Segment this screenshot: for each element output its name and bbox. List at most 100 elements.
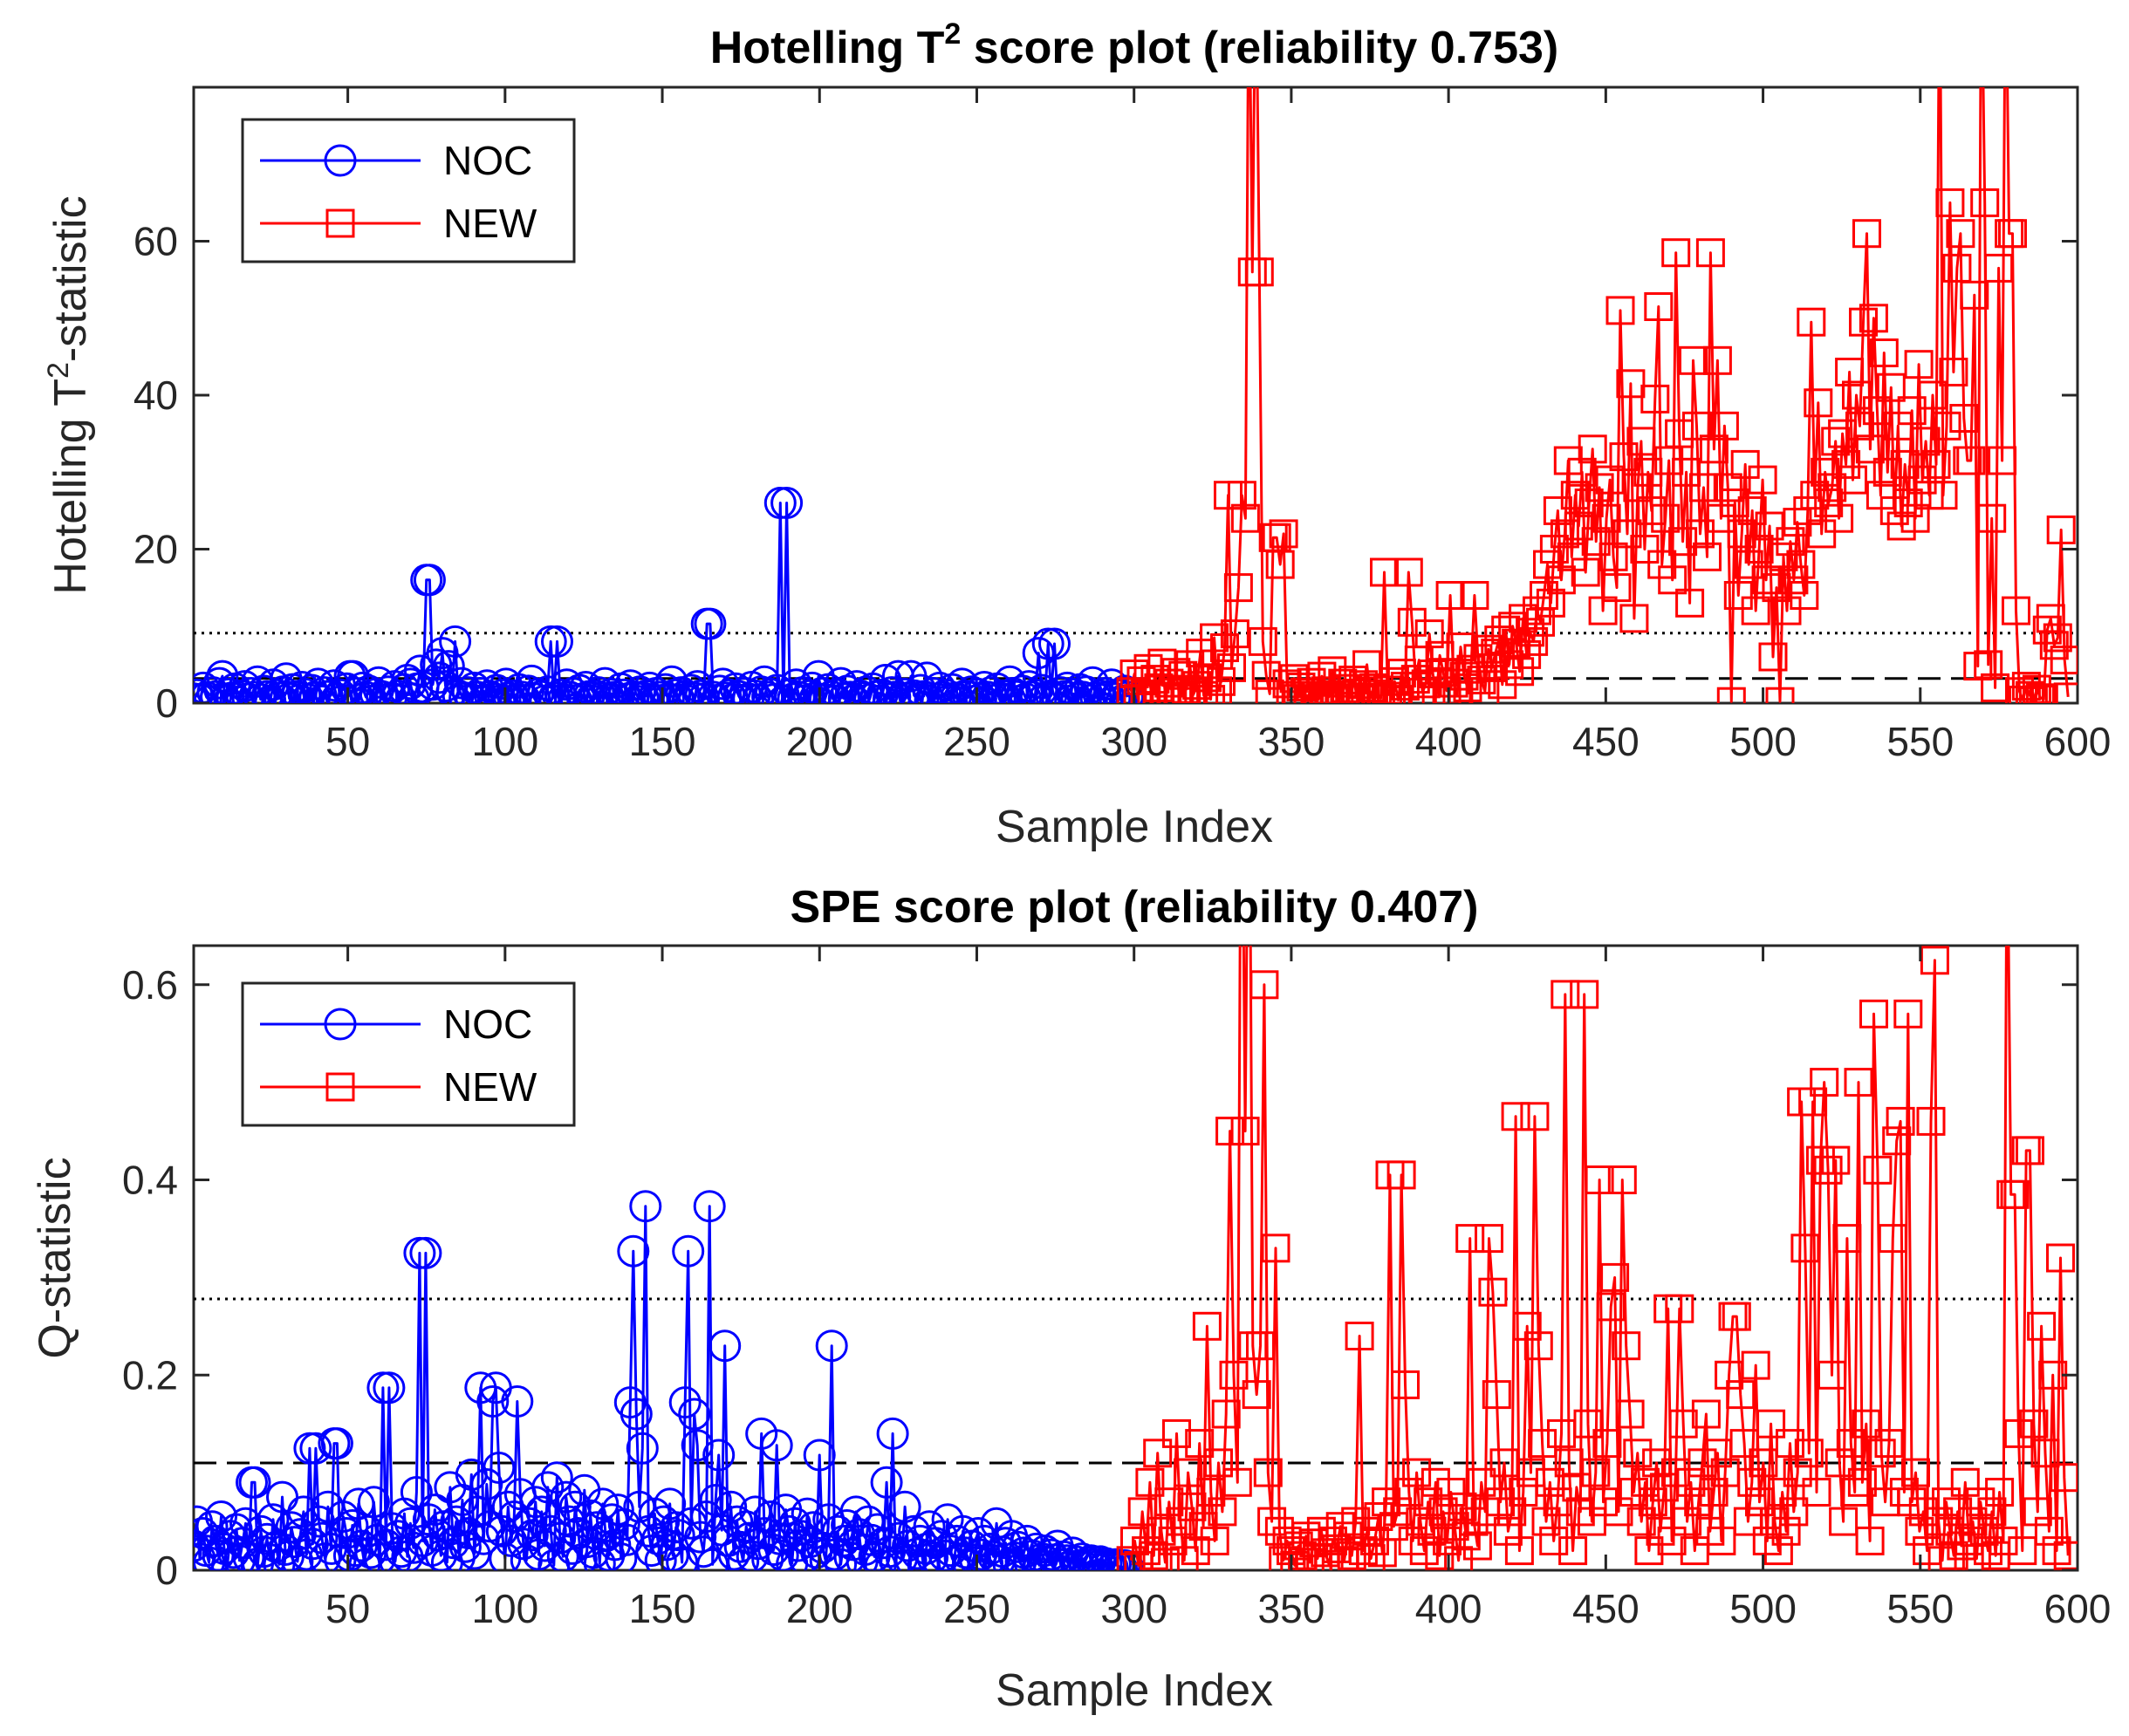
data-point-new: [2002, 596, 2030, 625]
data-point-new: [1425, 1541, 1455, 1570]
data-point-new: [1998, 219, 2027, 249]
data-point-new: [1977, 1497, 2007, 1527]
data-point-new: [1379, 666, 1409, 696]
data-point-new: [1790, 1234, 1820, 1263]
data-point-new: [1435, 581, 1465, 610]
data-point-noc: [491, 1490, 524, 1523]
data-point-new: [1200, 623, 1229, 653]
data-point-new: [1571, 557, 1600, 587]
data-point-new: [1386, 1160, 1416, 1190]
data-point-new: [1200, 1526, 1229, 1555]
data-point-new: [1640, 384, 1670, 413]
data-point-noc: [1099, 1548, 1132, 1570]
x-axis-ticks: 50 100 150 200 250 300 350 400 450 500 550 600: [325, 946, 2111, 1631]
data-point-noc: [373, 1371, 406, 1405]
data-point-new: [1631, 1467, 1660, 1497]
data-point-noc: [501, 1385, 534, 1418]
data-point-new: [1425, 640, 1455, 670]
data-point-noc: [534, 625, 567, 658]
data-point-new: [1668, 527, 1698, 557]
y-tick-label: 40: [133, 372, 178, 418]
data-point-new: [1651, 503, 1681, 533]
data-point-new: [1977, 503, 2007, 533]
y-axis-ticks: 0 0.2 0.4 0.6: [122, 962, 2078, 1593]
x-tick-label: 400: [1415, 1586, 1482, 1631]
data-point-new: [1567, 457, 1597, 487]
data-point-new: [1602, 573, 1632, 603]
data-point-new: [1814, 489, 1844, 517]
data-point-new: [1633, 457, 1663, 487]
data-point-new: [1269, 519, 1298, 549]
data-point-new: [1647, 550, 1677, 579]
data-point-new: [1192, 1311, 1222, 1341]
data-point-new: [1783, 1458, 1812, 1487]
data-point-noc: [531, 1471, 565, 1504]
data-point-noc: [284, 1518, 317, 1551]
data-point-new: [1741, 1350, 1770, 1380]
data-point-noc: [439, 625, 472, 658]
data-point-new: [1393, 557, 1423, 587]
data-point-new: [1414, 1487, 1443, 1517]
data-point-noc: [226, 1527, 259, 1560]
data-point-new: [1619, 1478, 1648, 1507]
data-point-noc: [1089, 677, 1122, 703]
data-point-noc: [949, 1536, 982, 1569]
data-point-noc: [200, 680, 233, 703]
data-point-new: [1772, 596, 1802, 625]
legend-new-label: NEW: [443, 1064, 537, 1110]
data-point-noc: [825, 1548, 858, 1570]
data-point-new: [1751, 565, 1781, 595]
series-layer: [194, 946, 2078, 1570]
x-tick-label: 100: [471, 719, 538, 764]
data-point-new: [1943, 1497, 1973, 1527]
data-point-new: [1634, 1536, 1664, 1566]
legend-new-marker: [325, 208, 355, 238]
data-point-noc: [212, 677, 245, 703]
data-point-new: [1942, 253, 1972, 283]
data-point-noc: [277, 1526, 311, 1559]
data-point-new: [1904, 350, 1934, 379]
data-point-noc: [702, 1439, 736, 1472]
data-point-new: [1505, 657, 1535, 687]
data-point-new: [1570, 980, 1599, 1009]
data-point-noc: [432, 650, 465, 683]
data-point-new: [1589, 1487, 1618, 1517]
data-point-noc: [540, 1461, 573, 1494]
data-point-new: [1831, 449, 1861, 479]
data-point-noc: [586, 1487, 620, 1521]
data-point-new: [1744, 535, 1774, 564]
y-tick-label: 60: [133, 219, 178, 264]
data-point-new: [1748, 465, 1777, 495]
y-tick-label: 0.2: [122, 1352, 178, 1398]
data-point-new: [1337, 1541, 1366, 1570]
data-point-new: [1686, 519, 1715, 549]
data-point-new: [1493, 1516, 1523, 1546]
data-point-new: [2018, 686, 2048, 703]
data-point-new: [1693, 542, 1722, 571]
series-line-new: [1129, 946, 2070, 1567]
data-point-new: [2050, 1463, 2078, 1493]
y-tick-label: 0.4: [122, 1158, 178, 1203]
data-point-new: [1448, 1492, 1477, 1521]
data-point-new: [1135, 1467, 1165, 1497]
data-point-noc: [556, 1532, 589, 1565]
data-point-new: [1432, 676, 1462, 703]
data-point-new: [1638, 1487, 1667, 1517]
data-point-new: [2015, 680, 2044, 703]
data-point-new: [1890, 449, 1920, 479]
data-point-noc: [1051, 1544, 1083, 1570]
data-point-new: [1695, 1516, 1725, 1546]
data-point-new: [2046, 515, 2076, 544]
data-point-new: [1185, 1429, 1215, 1459]
data-point-new: [1356, 682, 1386, 703]
chart-title: SPE score plot (reliability 0.407): [791, 882, 1479, 933]
data-point-new: [1821, 427, 1851, 456]
data-point-noc: [412, 1503, 445, 1536]
data-point-noc: [413, 564, 446, 597]
data-point-new: [1600, 1262, 1630, 1292]
data-point-new: [1341, 1507, 1371, 1536]
data-point-new: [1901, 1458, 1930, 1487]
data-point-new: [1230, 503, 1260, 533]
data-point-new: [1985, 1478, 2015, 1507]
data-point-new: [1776, 527, 1805, 557]
